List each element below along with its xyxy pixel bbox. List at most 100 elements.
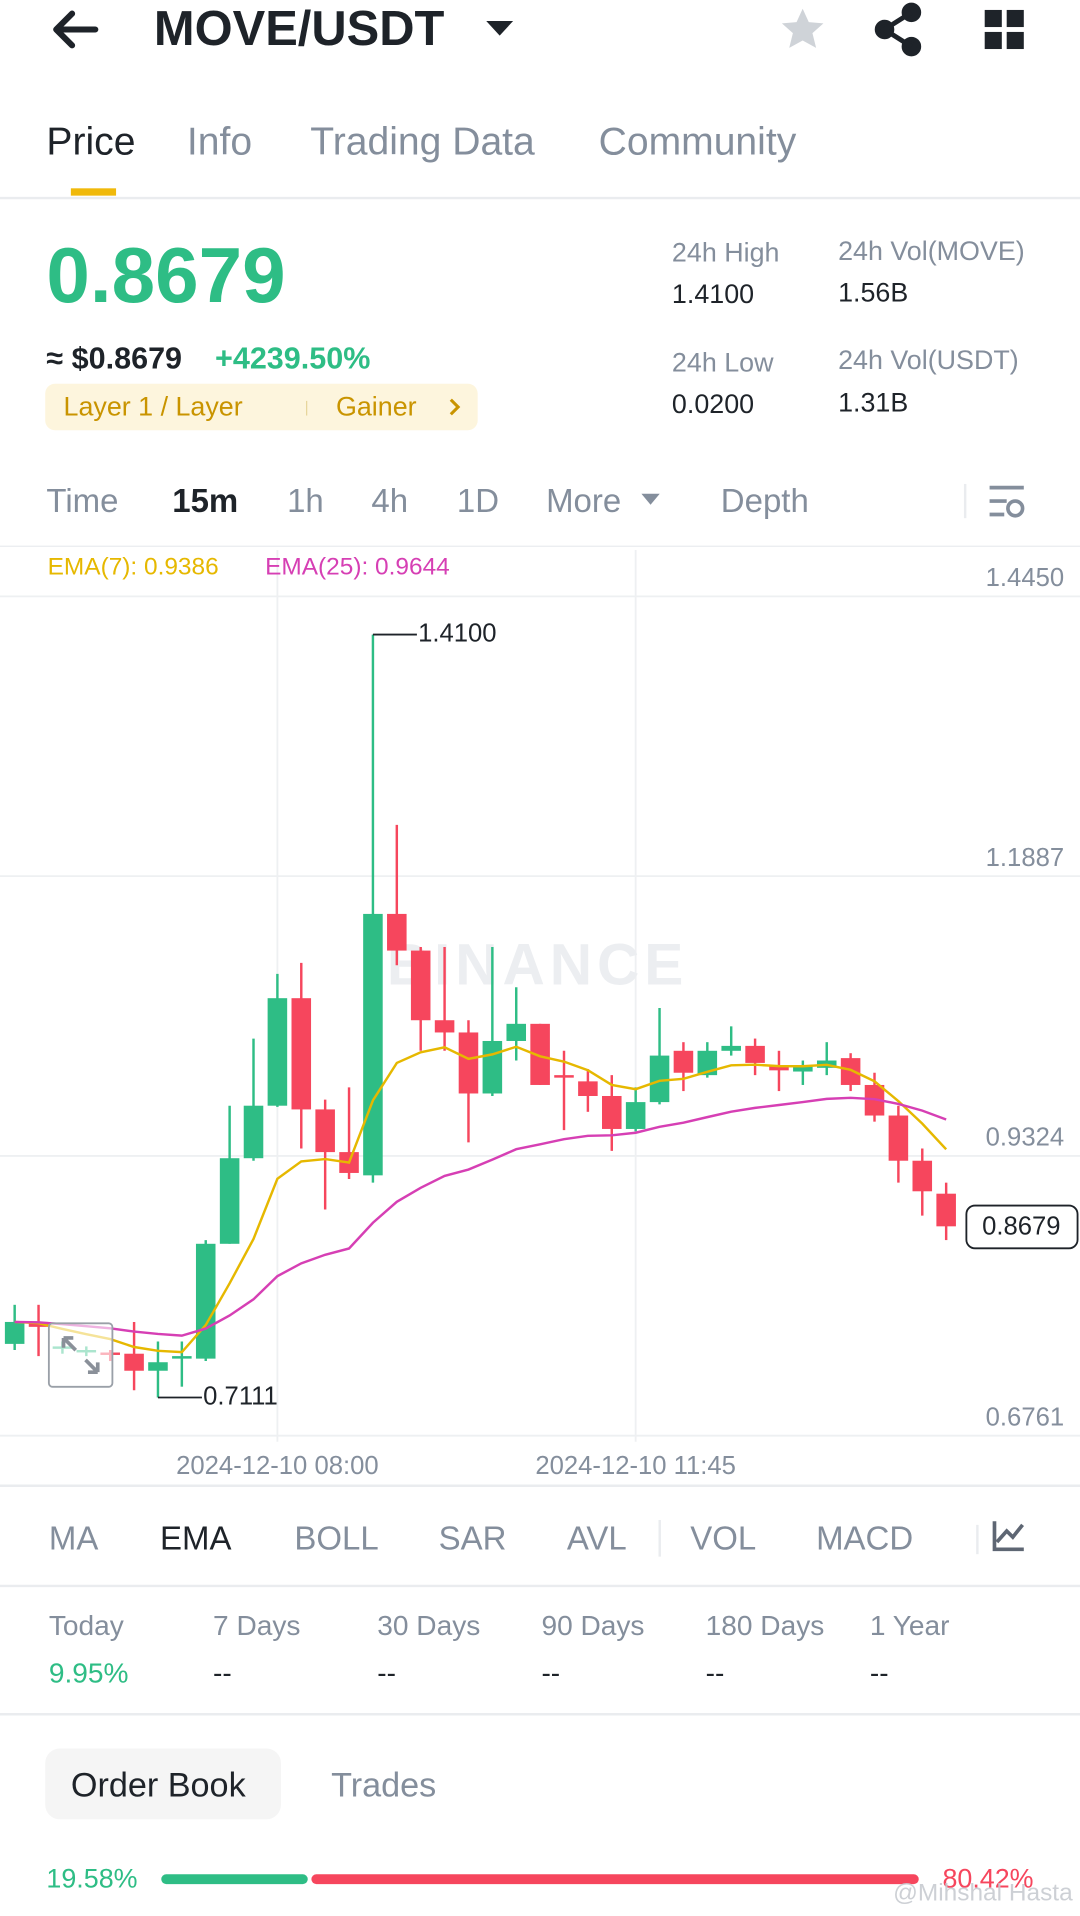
- fullscreen-toggle[interactable]: [47, 1322, 114, 1388]
- back-button[interactable]: [53, 10, 99, 49]
- tab-indicator: [70, 188, 117, 196]
- candlestick-chart: 1.4450 1.1887 0.9324 0.6761 2024-12-10 08:00…: [0, 549, 1080, 1480]
- performance: Today 9.95% 7 Days -- 30 Days -- 90 Days -- 180 …: [49, 1610, 950, 1689]
- candle-body: [482, 1040, 503, 1094]
- indicator[interactable]: SAR: [439, 1519, 507, 1556]
- period-value: --: [870, 1658, 889, 1689]
- candle-body: [673, 1050, 694, 1073]
- candle-body: [291, 998, 312, 1110]
- candle-body: [410, 950, 431, 1021]
- period-value: --: [377, 1658, 396, 1689]
- indicator[interactable]: EMA: [160, 1519, 231, 1556]
- book-tab[interactable]: Trades: [331, 1767, 436, 1805]
- indicator[interactable]: BOLL: [294, 1519, 378, 1556]
- grid-icon[interactable]: [984, 9, 1024, 50]
- tab[interactable]: Price: [46, 121, 135, 164]
- tab-pill[interactable]: [45, 1748, 281, 1820]
- favorite-star[interactable]: [781, 8, 824, 48]
- watermark: BINANCE: [387, 932, 688, 997]
- candle-body: [243, 1105, 264, 1159]
- toggle-box: [47, 1322, 114, 1388]
- indicator-settings[interactable]: [992, 1521, 1025, 1552]
- last-price-box: [965, 1204, 1079, 1250]
- more-dropdown[interactable]: [641, 493, 660, 505]
- tab[interactable]: Trading Data: [310, 121, 535, 164]
- pair-title[interactable]: MOVE/USDT: [154, 2, 445, 56]
- y-tick-label: 0.6761: [986, 1403, 1064, 1431]
- period-label: 1 Year: [870, 1610, 950, 1641]
- interval[interactable]: Time: [46, 482, 118, 519]
- chart-settings[interactable]: [989, 485, 1025, 518]
- candle-body: [840, 1058, 861, 1085]
- interval[interactable]: 4h: [371, 482, 408, 519]
- candle-body: [554, 1075, 574, 1078]
- tab[interactable]: Community: [599, 121, 797, 164]
- candle-body: [148, 1362, 168, 1371]
- period-label: 180 Days: [706, 1610, 825, 1641]
- x-tick-label: 2024-12-10 11:45: [535, 1452, 736, 1480]
- period-label: 30 Days: [377, 1610, 480, 1641]
- bid-bar: [161, 1874, 308, 1885]
- indicator[interactable]: MACD: [816, 1519, 913, 1556]
- candle-body: [936, 1193, 956, 1227]
- candle-body: [124, 1353, 144, 1371]
- last-price: 0.8679: [46, 231, 285, 319]
- toggle-arrows: [61, 1336, 100, 1374]
- candle-body: [195, 1243, 216, 1359]
- ask-bar: [311, 1874, 919, 1885]
- period-value: 9.95%: [49, 1658, 129, 1689]
- interval[interactable]: More: [546, 482, 621, 519]
- last-price-label: 0.8679: [982, 1212, 1060, 1240]
- stat-label: 24h High: [672, 237, 780, 267]
- tab[interactable]: Info: [187, 121, 252, 164]
- tag[interactable]: Gainer: [336, 391, 417, 421]
- candle-body: [793, 1066, 813, 1072]
- tag-box[interactable]: [45, 383, 478, 431]
- stat-value: 1.31B: [838, 388, 908, 418]
- y-tick-label: 0.9324: [986, 1124, 1064, 1152]
- ema-line: [14, 1096, 947, 1337]
- candle-body: [458, 1032, 479, 1094]
- period-value: --: [541, 1658, 560, 1689]
- candle-body: [888, 1115, 909, 1161]
- indicator[interactable]: AVL: [567, 1519, 627, 1556]
- interval[interactable]: 1D: [457, 482, 499, 519]
- candle-body: [697, 1050, 718, 1076]
- book-tab[interactable]: Order Book: [71, 1767, 247, 1805]
- candle-body: [506, 1023, 527, 1041]
- ema-line: [14, 1045, 948, 1354]
- candle-body: [912, 1160, 933, 1192]
- candle-body: [578, 1081, 598, 1096]
- interval[interactable]: 1h: [287, 482, 324, 519]
- stat-label: 24h Vol(USDT): [838, 345, 1019, 375]
- stat-value: 1.56B: [838, 278, 908, 308]
- annotation-label: 1.4100: [418, 619, 496, 647]
- y-tick-label: 1.1887: [986, 844, 1064, 872]
- stat-value: 1.4100: [672, 279, 754, 309]
- pair-dropdown[interactable]: [486, 20, 514, 36]
- y-tick-label: 1.4450: [986, 564, 1064, 592]
- annotation-label: 0.7111: [203, 1382, 278, 1410]
- period-value: --: [706, 1658, 725, 1689]
- ratio-bar: [161, 1874, 919, 1885]
- candle-body: [745, 1045, 765, 1063]
- indicator[interactable]: VOL: [690, 1519, 756, 1556]
- candle-body: [769, 1065, 789, 1071]
- candle-body: [434, 1020, 455, 1033]
- candle-body: [267, 998, 288, 1106]
- candle-body: [649, 1055, 670, 1103]
- usd-price: ≈ $0.8679: [46, 342, 182, 376]
- period-label: 7 Days: [213, 1610, 300, 1641]
- ask-ratio: 80.42%: [942, 1863, 1033, 1893]
- share-icon[interactable]: [874, 2, 922, 57]
- price-change: +4239.50%: [215, 342, 370, 376]
- interval[interactable]: 15m: [172, 482, 238, 519]
- credit: @Mihshal Hasta: [893, 1879, 1073, 1906]
- period-value: --: [213, 1658, 232, 1689]
- stat-value: 0.0200: [672, 389, 754, 419]
- tag[interactable]: Layer 1 / Layer: [64, 391, 243, 421]
- interval[interactable]: Depth: [721, 482, 809, 519]
- indicator[interactable]: MA: [49, 1519, 98, 1556]
- candle-body: [363, 913, 383, 1176]
